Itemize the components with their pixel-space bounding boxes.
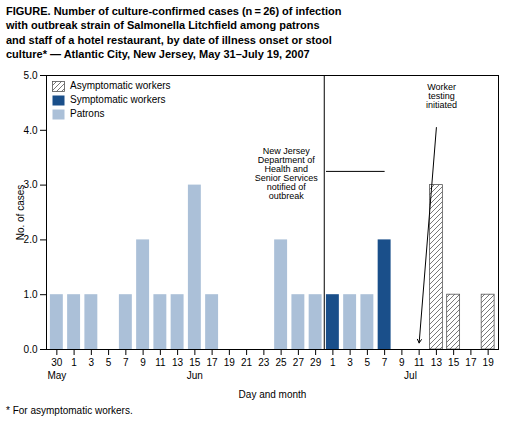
svg-text:9: 9: [399, 357, 405, 368]
svg-text:7: 7: [382, 357, 388, 368]
svg-text:15: 15: [189, 357, 201, 368]
svg-text:0.0: 0.0: [24, 344, 38, 355]
svg-text:New JerseyDepartment ofHealth: New JerseyDepartment ofHealth andSenior …: [255, 146, 319, 201]
svg-text:11: 11: [155, 357, 166, 368]
svg-text:1: 1: [71, 357, 77, 368]
svg-text:15: 15: [448, 357, 460, 368]
svg-text:13: 13: [172, 357, 184, 368]
svg-text:23: 23: [258, 357, 270, 368]
svg-text:No. of cases: No. of cases: [15, 185, 26, 241]
svg-text:4.0: 4.0: [24, 125, 38, 136]
svg-text:17: 17: [207, 357, 219, 368]
svg-text:5: 5: [365, 357, 371, 368]
svg-text:1: 1: [330, 357, 336, 368]
svg-text:11: 11: [414, 357, 425, 368]
svg-text:3.0: 3.0: [24, 179, 38, 190]
svg-text:13: 13: [431, 357, 443, 368]
html-text:Symptomatic workers: Symptomatic workers: [70, 94, 166, 106]
svg-text:1.0: 1.0: [24, 289, 38, 300]
svg-text:5: 5: [106, 357, 112, 368]
html-text:Patrons: Patrons: [70, 108, 105, 120]
svg-text:May: May: [47, 370, 66, 381]
svg-text:27: 27: [293, 357, 305, 368]
svg-text:7: 7: [123, 357, 129, 368]
svg-text:30: 30: [51, 357, 63, 368]
svg-text:Jun: Jun: [187, 370, 203, 381]
svg-text:17: 17: [465, 357, 477, 368]
svg-text:19: 19: [224, 357, 236, 368]
svg-text:Day and month: Day and month: [239, 389, 307, 400]
svg-text:25: 25: [276, 357, 288, 368]
svg-text:29: 29: [310, 357, 322, 368]
html-text:FIGURE. Number of culture-conf: FIGURE. Number of culture-confirmed case…: [6, 5, 342, 60]
svg-text:3: 3: [347, 357, 353, 368]
svg-text:19: 19: [483, 357, 495, 368]
svg-text:21: 21: [241, 357, 253, 368]
svg-text:3: 3: [89, 357, 95, 368]
html-text:Asymptomatic workers: Asymptomatic workers: [70, 80, 171, 92]
svg-text:Jul: Jul: [404, 370, 417, 381]
svg-text:Workertestinginitiated: Workertestinginitiated: [426, 82, 457, 110]
svg-text:9: 9: [140, 357, 146, 368]
html-text:* For asymptomatic workers.: * For asymptomatic workers.: [6, 405, 133, 417]
svg-text:2.0: 2.0: [24, 234, 38, 245]
svg-text:5.0: 5.0: [24, 70, 38, 81]
